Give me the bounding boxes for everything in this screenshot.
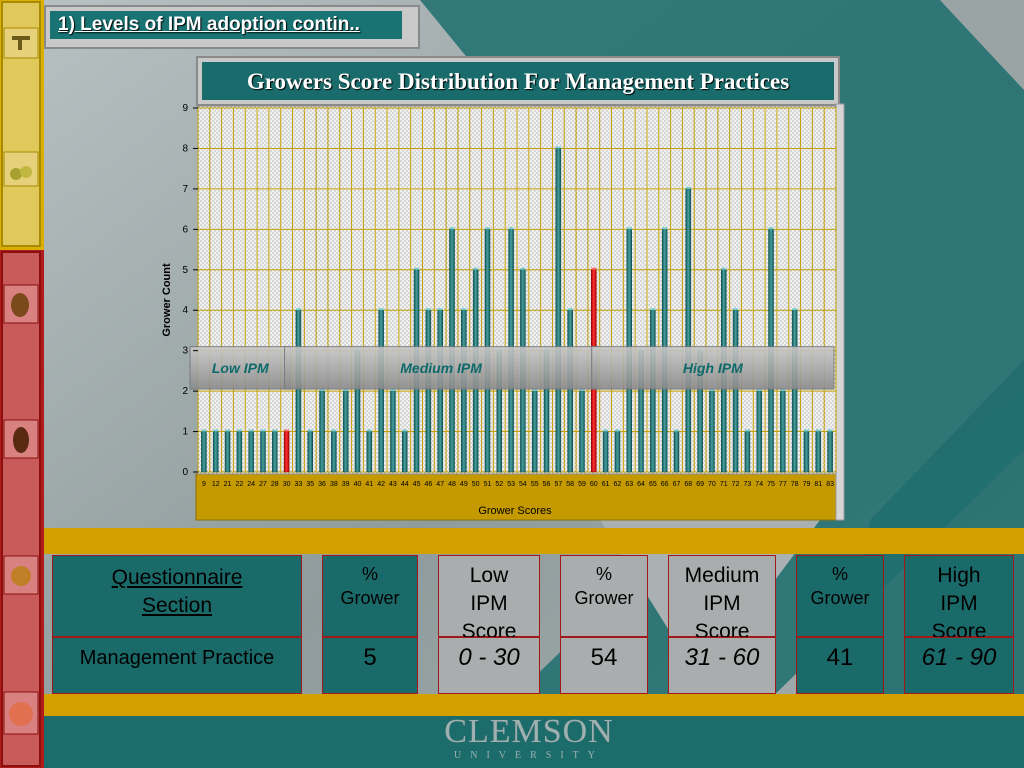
seed-icon: [3, 284, 39, 324]
flower-icon: [3, 555, 39, 595]
table-value-cell: 41: [796, 637, 884, 694]
slide-title: 1) Levels of IPM adoption contin..: [50, 11, 402, 39]
table-value-cell: 5: [322, 637, 418, 694]
table-header-text: IPM: [470, 592, 508, 615]
table-header-cell: % Grower: [560, 555, 648, 637]
table-value-text: 0 - 30: [458, 644, 520, 671]
table-value-text: 31 - 60: [684, 644, 760, 671]
table-value-cell: 31 - 60: [668, 637, 776, 694]
table-header-text: Low: [469, 564, 509, 587]
table-header-text: Medium: [684, 564, 760, 587]
table-header-cell: % Grower: [796, 555, 884, 637]
table-band-top: [44, 528, 1024, 554]
table-value-text: Management Practice: [79, 647, 275, 669]
table-value-cell: 0 - 30: [438, 637, 540, 694]
table-header-text: %: [361, 564, 378, 584]
table-header-text: IPM: [940, 592, 978, 615]
table-header-text: Grower: [574, 588, 634, 608]
clemson-logo: CLEMSON UNIVERSITY: [444, 714, 614, 766]
fruit-icon: [3, 151, 39, 187]
table-header-text: %: [595, 564, 612, 584]
table-header-text: %: [831, 564, 848, 584]
table-header-cell: % Grower: [322, 555, 418, 637]
sidebar-decoration: [0, 0, 44, 768]
table-header-cell: High IPM Score: [904, 555, 1014, 643]
table-header-text: Section: [141, 594, 213, 617]
table-value-text: 41: [826, 644, 854, 671]
logo-sub-text: UNIVERSITY: [454, 750, 604, 761]
table-header-text: Grower: [810, 588, 870, 608]
slide-title-box: 1) Levels of IPM adoption contin..: [44, 5, 420, 49]
chart-title: Growers Score Distribution For Managemen…: [202, 62, 834, 100]
table-header-cell: Medium IPM Score: [668, 555, 776, 643]
peach-icon: [3, 691, 39, 735]
leaf-icon: [3, 27, 39, 59]
table-value-cell: 61 - 90: [904, 637, 1014, 694]
table-header-text: IPM: [703, 592, 741, 615]
table-value-cell: Management Practice: [52, 637, 302, 694]
insect-icon: [3, 419, 39, 459]
table-header-cell: Low IPM Score: [438, 555, 540, 643]
table-value-text: 61 - 90: [921, 644, 997, 671]
table-value-text: 5: [363, 644, 377, 671]
table-band-bottom: [44, 694, 1024, 716]
table-value-text: 54: [590, 644, 618, 671]
table-header-text: High: [937, 564, 981, 587]
chart-title-box: Growers Score Distribution For Managemen…: [196, 56, 840, 106]
table-header-text: Questionnaire: [111, 566, 243, 589]
table-header-text: Grower: [340, 588, 400, 608]
table-header-cell: Questionnaire Section: [52, 555, 302, 637]
logo-main-text: CLEMSON: [444, 713, 614, 750]
table-value-cell: 54: [560, 637, 648, 694]
